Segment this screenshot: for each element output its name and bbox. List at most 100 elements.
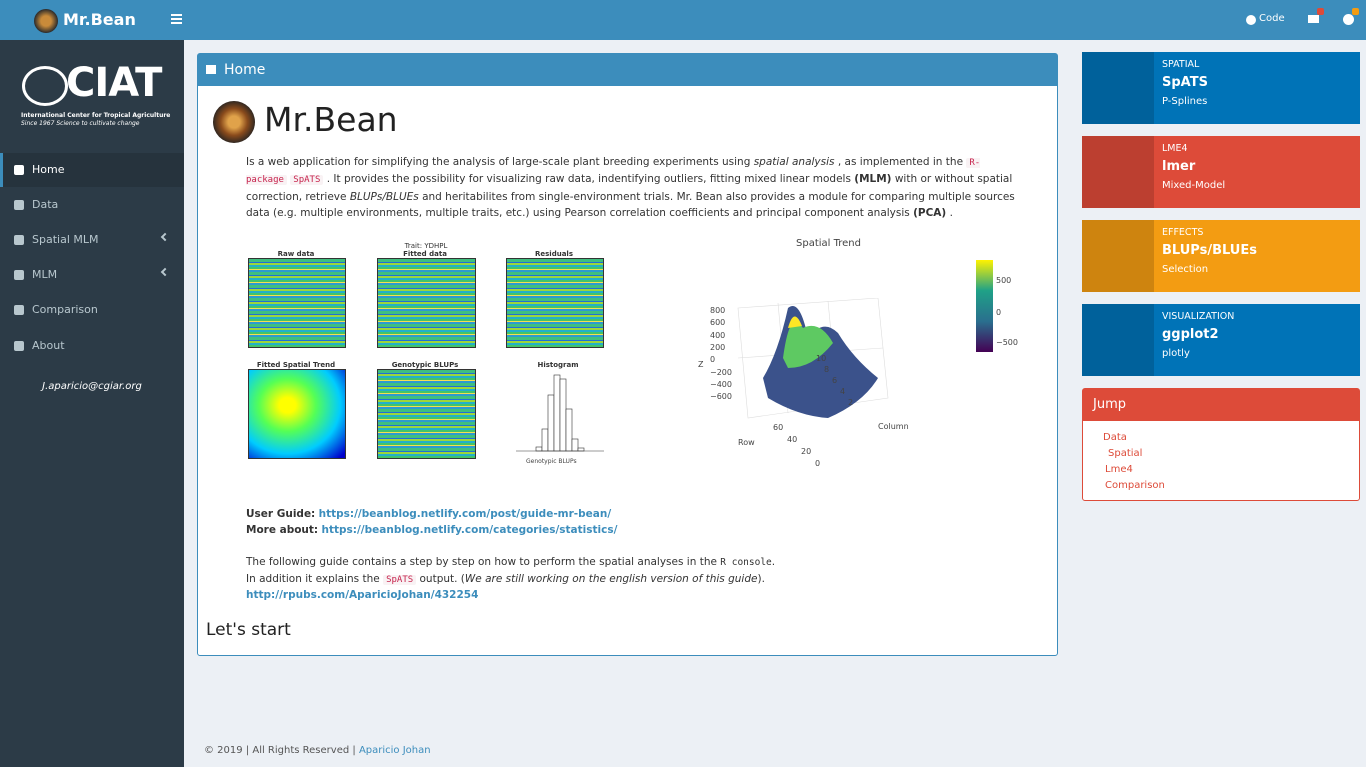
sidebar: CIAT International Center for Tropical A… (0, 40, 184, 767)
messages[interactable] (1308, 15, 1319, 23)
text: (MLM) (854, 173, 892, 186)
jump-box: Jump Data Spatial Lme4 Comparison (1082, 388, 1360, 501)
menu-item[interactable]: MLM (0, 258, 184, 292)
jump-link[interactable]: Spatial (1108, 448, 1143, 459)
info[interactable] (1343, 14, 1354, 25)
text: Residuals (535, 250, 573, 258)
axis-tick: 0 (710, 355, 716, 365)
author-link[interactable]: Aparicio Johan (358, 745, 431, 756)
guide-line2: In addition it explains the SpATS output… (246, 571, 765, 588)
axis-tick: 40 (787, 435, 798, 444)
axis-tick: −600 (710, 392, 732, 402)
text: Z (698, 360, 704, 369)
axis-tick: 20 (801, 447, 812, 456)
text: Comparison (32, 303, 98, 316)
menu-toggle[interactable] (171, 14, 183, 25)
link[interactable]: https://beanblog.netlify.com/categories/… (321, 524, 618, 536)
text: ). (757, 573, 765, 585)
link[interactable]: http://rpubs.com/AparicioJohan/432254 (246, 589, 479, 601)
text: 500 (996, 276, 1012, 285)
messages-badge (1317, 8, 1324, 15)
box-header: Home (198, 54, 1057, 86)
axis-tick: 6 (832, 376, 838, 385)
text: . (949, 206, 953, 219)
text: Genotypic BLUPs (526, 458, 577, 465)
spatial-trend-plot: Spatial Trend 500 0 −500 800 600 400 200 0 −2… (698, 238, 1028, 478)
text: © 2019 | All Rights Reserved | (204, 745, 356, 756)
axis-tick: 10 (816, 354, 827, 363)
text: Row (738, 438, 755, 447)
text: lmer (1162, 159, 1196, 174)
text: , as implemented in the (837, 156, 964, 168)
app-title: Mr.Bean (264, 100, 398, 139)
user-guide: User Guide: https://beanblog.netlify.com… (246, 506, 611, 522)
text: P-Splines (1162, 96, 1208, 107)
text: About (32, 339, 65, 352)
text: More about: (246, 524, 319, 536)
text: (PCA) (913, 206, 947, 219)
brand[interactable]: Mr.Bean (63, 10, 136, 29)
info-box[interactable]: VISUALIZATION ggplot2 plotly (1082, 304, 1360, 376)
ciat-line1: International Center for Tropical Agricu… (21, 112, 171, 119)
text: We are still working on the english vers… (464, 573, 758, 585)
axis-tick: −400 (710, 379, 732, 389)
jump-title: Jump (1083, 389, 1359, 421)
info-box[interactable]: EFFECTS BLUPs/BLUEs Selection (1082, 220, 1360, 292)
text: Data (32, 198, 59, 211)
ciat-line2: Since 1967 Science to cultivate change (21, 120, 140, 127)
text: . It provides the possibility for visual… (326, 173, 851, 186)
home-box: Home Mr.Bean Is a web application for si… (197, 53, 1058, 656)
text: Histogram (537, 361, 579, 369)
text: Spatial Trend (796, 238, 861, 249)
text: output. ( (419, 573, 465, 585)
lets-start: Let's start (206, 620, 291, 640)
code-link[interactable]: Code (1259, 13, 1285, 24)
brand-logo[interactable] (34, 9, 58, 33)
menu-item[interactable]: Comparison (0, 293, 184, 327)
github-icon (1246, 15, 1256, 25)
info-badge (1352, 8, 1359, 15)
text: LME4 (1162, 143, 1188, 154)
text: BLUPs/BLUEs (1162, 243, 1257, 258)
text: Trait: YDHPL (404, 242, 448, 250)
menu-item[interactable]: Home (0, 153, 184, 187)
text: The following guide contains a step by s… (246, 556, 717, 568)
navbar: Mr.Bean Code (0, 0, 1366, 40)
text: Genotypic BLUPs (391, 361, 459, 369)
text: MLM (32, 268, 58, 281)
jump-link[interactable]: Lme4 (1105, 464, 1133, 475)
axis-tick: 600 (710, 318, 726, 328)
info-box[interactable]: SPATIAL SpATS P-Splines (1082, 52, 1360, 124)
jump-link[interactable]: Data (1103, 432, 1127, 443)
text: and heritabilites from single-environmen… (246, 190, 1015, 219)
text: . (771, 556, 776, 568)
text: Is a web application for simplifying the… (246, 156, 751, 168)
text: VISUALIZATION (1162, 311, 1235, 322)
text: BLUPs/BLUEs (349, 190, 419, 203)
axis-tick: 800 (710, 306, 726, 315)
intro: Is a web application for simplifying the… (246, 154, 1016, 221)
link[interactable]: https://beanblog.netlify.com/post/guide-… (318, 508, 612, 520)
email: J.aparicio@cgiar.org (42, 381, 142, 392)
text: −500 (996, 338, 1018, 347)
axis-tick: −200 (710, 367, 732, 377)
text: In addition it explains the (246, 573, 380, 585)
text: spatial analysis (753, 156, 835, 168)
text: Spatial MLM (32, 233, 99, 246)
menu-item[interactable]: Spatial MLM (0, 223, 184, 257)
text: EFFECTS (1162, 227, 1204, 238)
app-logo (213, 101, 255, 143)
text: 0 (996, 308, 1002, 317)
jump-link[interactable]: Comparison (1105, 480, 1165, 491)
axis-tick: 60 (773, 423, 784, 432)
text: Mixed-Model (1162, 180, 1226, 191)
menu-item[interactable]: Data (0, 188, 184, 222)
home-icon (206, 65, 216, 74)
rpubs: http://rpubs.com/AparicioJohan/432254 (246, 587, 478, 603)
text: R console (720, 557, 772, 568)
ciat-globe (22, 66, 68, 106)
menu-item[interactable]: About (0, 329, 184, 363)
info-box[interactable]: LME4 lmer Mixed-Model (1082, 136, 1360, 208)
